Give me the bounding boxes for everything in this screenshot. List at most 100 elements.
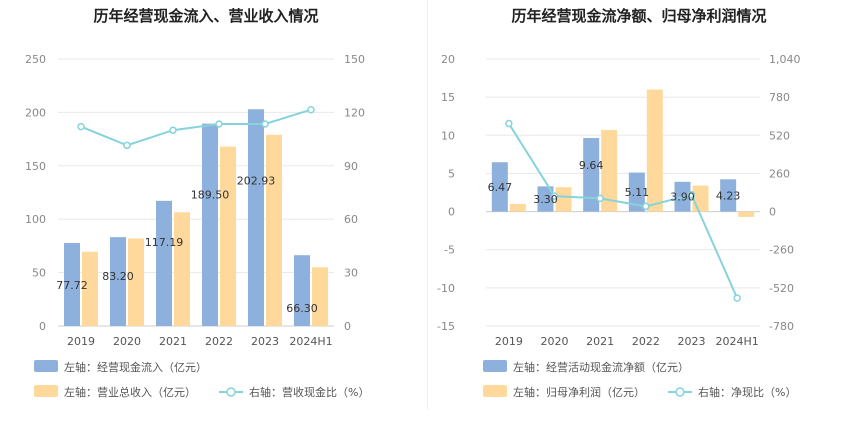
- bar: [266, 134, 282, 326]
- line-point: [642, 202, 650, 211]
- data-labels: 77.72 83.20 117.19 189.50 202.93 66.30: [56, 174, 318, 315]
- bar: [156, 200, 172, 326]
- legend-marker: [226, 387, 236, 397]
- legend: 左轴：经营活动现金流净额（亿元） 左轴：归母净利润（亿元） 右轴：净现比（%）: [483, 360, 796, 399]
- legend-label: 左轴：归母净利润（亿元）: [513, 385, 645, 399]
- right-tick-label: 520: [769, 129, 790, 142]
- right-tick-label: 0: [769, 206, 776, 219]
- data-label: 4.23: [716, 189, 741, 202]
- x-tick-label: 2020: [113, 335, 141, 348]
- data-label: 117.19: [145, 236, 184, 249]
- left-tick-label: 0: [39, 320, 46, 333]
- x-tick-label: 2023: [251, 335, 279, 348]
- bar-series: [64, 109, 328, 327]
- right-axis: 0 30 60 90 120 150: [344, 53, 365, 333]
- line-point: [169, 126, 177, 134]
- chart-cash-inflow-revenue: 历年经营现金流入、营业收入情况 0 50 100 150 200 250 0 30 60 90 1…: [25, 7, 369, 399]
- x-tick-label: 2024H1: [289, 335, 332, 348]
- right-axis: -780 -520 -260 0 260 520 780 1,040: [769, 53, 801, 333]
- line-point: [596, 194, 604, 203]
- data-labels: 6.47 3.30 9.64 5.11 3.90 4.23: [488, 159, 741, 206]
- bar: [82, 251, 98, 326]
- left-tick-label: 10: [441, 129, 455, 142]
- bar: [509, 203, 526, 212]
- x-tick-label: 2019: [495, 335, 523, 348]
- left-tick-label: 50: [32, 267, 46, 280]
- x-tick-label: 2021: [586, 335, 614, 348]
- data-label: 66.30: [286, 302, 318, 315]
- left-tick-label: 100: [25, 213, 46, 226]
- bar: [555, 187, 572, 212]
- line-point: [215, 120, 223, 128]
- legend-label: 右轴：营收现金比（%）: [249, 385, 369, 399]
- data-label: 3.90: [670, 191, 695, 204]
- right-tick-label: 0: [344, 320, 351, 333]
- data-label: 5.11: [625, 186, 650, 199]
- legend-label: 右轴：净现比（%）: [698, 385, 796, 399]
- right-tick-label: 150: [344, 53, 365, 66]
- data-label: 202.93: [237, 174, 276, 187]
- x-tick-label: 2023: [678, 335, 706, 348]
- right-tick-label: 30: [344, 267, 358, 280]
- bar: [64, 242, 80, 326]
- right-tick-label: -260: [769, 244, 794, 257]
- bar: [628, 172, 645, 212]
- legend-label: 左轴：经营现金流入（亿元）: [64, 360, 207, 374]
- bar: [220, 146, 236, 326]
- bar: [491, 162, 508, 212]
- left-tick-label: -5: [444, 244, 455, 257]
- data-label: 77.72: [56, 279, 88, 292]
- right-tick-label: 90: [344, 160, 358, 173]
- right-tick-label: 260: [769, 167, 790, 180]
- x-axis: 2019 2020 2021 2022 2023 2024H1: [67, 335, 333, 348]
- x-axis: 2019 2020 2021 2022 2023 2024H1: [495, 335, 759, 348]
- left-tick-label: 250: [25, 53, 46, 66]
- bar: [294, 255, 310, 326]
- gridlines: [486, 58, 760, 327]
- chart-title: 历年经营现金流净额、归母净利润情况: [511, 7, 766, 25]
- bar: [312, 267, 328, 326]
- bar: [583, 138, 600, 212]
- left-axis: 0 50 100 150 200 250: [25, 53, 46, 333]
- line-series: [77, 105, 315, 150]
- right-tick-label: 120: [344, 106, 365, 119]
- legend-swatch: [483, 385, 507, 397]
- legend-swatch: [34, 385, 58, 397]
- bar: [720, 179, 737, 212]
- data-label: 83.20: [102, 270, 134, 283]
- bar: [738, 211, 755, 217]
- chart-title: 历年经营现金流入、营业收入情况: [93, 7, 318, 25]
- left-axis: -15 -10 -5 0 5 10 15 20: [437, 53, 455, 333]
- x-tick-label: 2022: [205, 335, 233, 348]
- legend-swatch: [34, 360, 58, 372]
- left-tick-label: 20: [441, 53, 455, 66]
- legend-label: 左轴：经营活动现金流净额（亿元）: [513, 360, 689, 374]
- line-point: [261, 120, 269, 128]
- legend-swatch: [483, 360, 507, 372]
- left-tick-label: 0: [448, 206, 455, 219]
- legend-label: 左轴：营业总收入（亿元）: [64, 385, 196, 399]
- gridlines: [58, 58, 334, 327]
- bar: [174, 212, 190, 326]
- right-tick-label: -520: [769, 282, 794, 295]
- line-series: [505, 119, 741, 302]
- bar: [110, 237, 126, 326]
- bar: [128, 238, 144, 326]
- right-tick-label: 60: [344, 213, 358, 226]
- data-label: 189.50: [191, 189, 230, 202]
- bar: [202, 123, 218, 326]
- left-tick-label: 5: [448, 167, 455, 180]
- right-tick-label: 1,040: [769, 53, 801, 66]
- bar: [692, 185, 709, 212]
- x-tick-label: 2024H1: [716, 335, 759, 348]
- right-tick-label: -780: [769, 320, 794, 333]
- series-line: [80, 108, 312, 147]
- x-tick-label: 2021: [159, 335, 187, 348]
- line-point: [307, 105, 315, 114]
- left-tick-label: 150: [25, 160, 46, 173]
- left-tick-label: 200: [25, 106, 46, 119]
- left-tick-label: -15: [437, 320, 455, 333]
- left-tick-label: 15: [441, 91, 455, 104]
- bar: [646, 89, 663, 212]
